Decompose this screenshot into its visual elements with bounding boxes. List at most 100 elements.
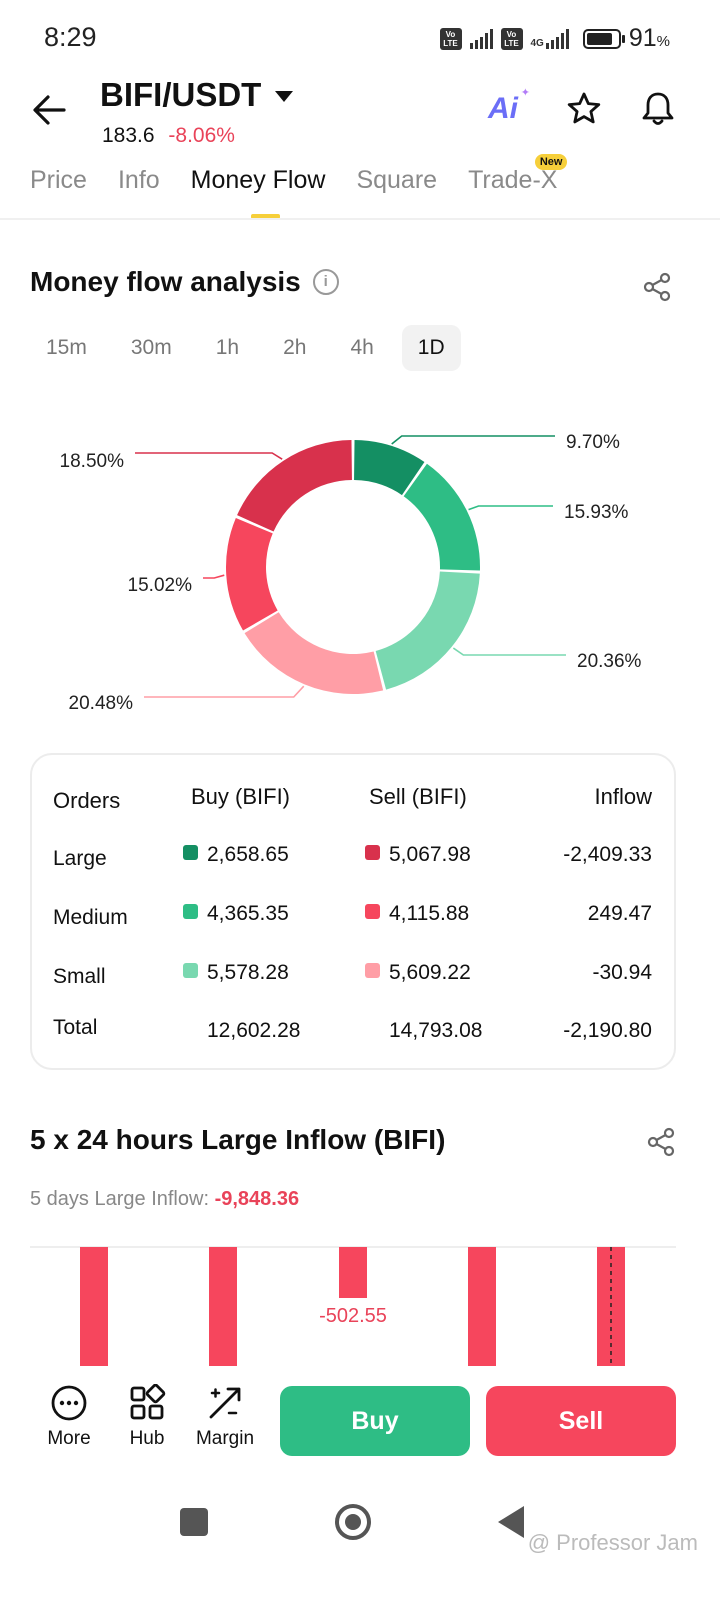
donut-leader-1 [391,435,555,445]
col-header-sell: Sell (BIFI) [369,784,467,809]
donut-slice-6 [237,440,352,532]
swatch-small-buy [183,963,198,978]
donut-leader-4 [144,685,305,698]
price-change: -8.06% [168,124,235,147]
status-icons: Vo LTE Vo LTE 4G 91% [439,24,670,53]
bell-icon[interactable] [640,90,676,128]
share-icon[interactable] [642,272,672,302]
battery-value: 91 [628,24,657,52]
tab-bar: Price Info Money Flow Square Trade-X New [30,154,568,219]
row-small-label: Small [53,965,106,988]
margin-button[interactable]: Margin [185,1384,265,1450]
interval-1d[interactable]: 1D [401,325,461,371]
signal-icon [469,28,493,49]
orders-table: Orders Buy (BIFI) Sell (BIFI) Inflow Lar… [30,753,676,1070]
interval-2h[interactable]: 2h [283,336,307,359]
volte-icon: Vo LTE [439,27,462,50]
money-flow-title: Money flow analysis i [30,266,339,298]
row-medium-sell: 4,115.88 [365,902,469,926]
interval-4h[interactable]: 4h [350,336,374,359]
tab-money-flow[interactable]: Money Flow [190,166,326,219]
info-icon[interactable]: i [312,269,339,295]
battery-fill [586,32,612,45]
row-small-inflow: -30.94 [592,961,652,984]
tab-trade-x[interactable]: Trade-X New [468,154,568,195]
star-icon[interactable] [566,91,602,127]
price-line: 183.6 -8.06% [102,124,235,148]
row-large-sell: 5,067.98 [365,843,471,867]
swatch-medium-sell [365,904,380,919]
tab-square[interactable]: Square [356,166,438,194]
donut-label-1: 9.70% [566,432,620,453]
interval-15m[interactable]: 15m [46,336,87,359]
more-button[interactable]: More [29,1384,109,1450]
money-flow-title-text: Money flow analysis [30,266,301,297]
row-large-label: Large [53,847,107,870]
battery-unit: % [656,33,670,50]
donut-slice-1 [354,440,425,496]
row-small-sell: 5,609.22 [365,961,471,985]
more-label: More [47,1428,91,1449]
col-header-buy: Buy (BIFI) [191,784,291,809]
donut-slice-4 [244,612,384,694]
volte-icon-2: Vo LTE [500,27,523,50]
col-header-orders: Orders [53,788,121,813]
row-total-sell: 14,793.08 [389,1019,483,1042]
last-price: 183.6 [102,124,155,147]
pair-selector[interactable]: BIFI/USDT [100,76,294,114]
nav-recents-icon[interactable] [180,1508,208,1536]
tab-divider [0,218,720,220]
watermark: @ Professor Jam [527,1530,698,1555]
row-large-sell-value: 5,067.98 [389,843,471,866]
tab-price[interactable]: Price [30,166,87,194]
donut-leader-5 [203,574,225,579]
status-time: 8:29 [44,22,97,52]
ai-icon[interactable]: Ai [488,86,530,126]
donut-leader-2 [468,505,553,511]
caret-down-icon [275,90,294,102]
large-inflow-subtitle-label: 5 days Large Inflow: [30,1188,209,1210]
new-badge: New [534,154,568,170]
row-large-buy: 2,658.65 [183,843,289,867]
interval-30m[interactable]: 30m [130,336,172,359]
pair-title: BIFI/USDT [100,76,262,113]
buy-button[interactable]: Buy [280,1386,470,1456]
row-medium-inflow: 249.47 [587,902,652,925]
nav-home-icon[interactable] [335,1504,371,1540]
hub-button[interactable]: Hub [107,1384,187,1450]
donut-slice-5 [226,517,278,631]
large-inflow-total: -9,848.36 [214,1188,300,1210]
back-arrow-icon[interactable] [30,92,70,128]
row-medium-buy-value: 4,365.35 [207,902,289,925]
donut-label-5: 15.02% [128,575,193,596]
large-inflow-title: 5 x 24 hours Large Inflow (BIFI) [30,1124,446,1155]
interval-1h[interactable]: 1h [215,336,240,359]
nav-back-icon[interactable] [498,1506,524,1538]
money-flow-donut-chart: 9.70% 15.93% 20.36% 20.48% 15.02% 18.50% [60,432,642,714]
tab-info[interactable]: Info [117,166,160,194]
share-icon-2[interactable] [646,1127,676,1157]
large-inflow-subtitle: 5 days Large Inflow: -9,848.36 [30,1188,299,1211]
row-medium-label: Medium [53,906,128,929]
inflow-bar-2 [209,1247,237,1366]
status-bar: 8:29 Vo LTE Vo LTE 4G 91% [0,0,720,76]
system-nav-bar [180,1504,524,1540]
row-total-buy: 12,602.28 [207,1019,301,1042]
swatch-large-sell [365,845,380,860]
swatch-small-sell [365,963,380,978]
row-total-inflow: -2,190.80 [563,1019,652,1042]
more-icon [51,1385,87,1421]
inflow-bar-3 [339,1247,367,1298]
donut-label-2: 15.93% [564,502,629,523]
header-actions: Ai [488,86,676,128]
sell-button[interactable]: Sell [486,1386,676,1456]
row-medium-buy: 4,365.35 [183,902,289,926]
margin-icon [209,1387,241,1419]
swatch-large-buy [183,845,198,860]
col-header-inflow: Inflow [594,784,652,809]
margin-label: Margin [195,1428,255,1449]
large-inflow-bar-chart: -502.55 [30,1246,676,1366]
row-small-sell-value: 5,609.22 [389,961,471,984]
swatch-medium-buy [183,904,198,919]
battery-percent: 91% [629,24,670,53]
